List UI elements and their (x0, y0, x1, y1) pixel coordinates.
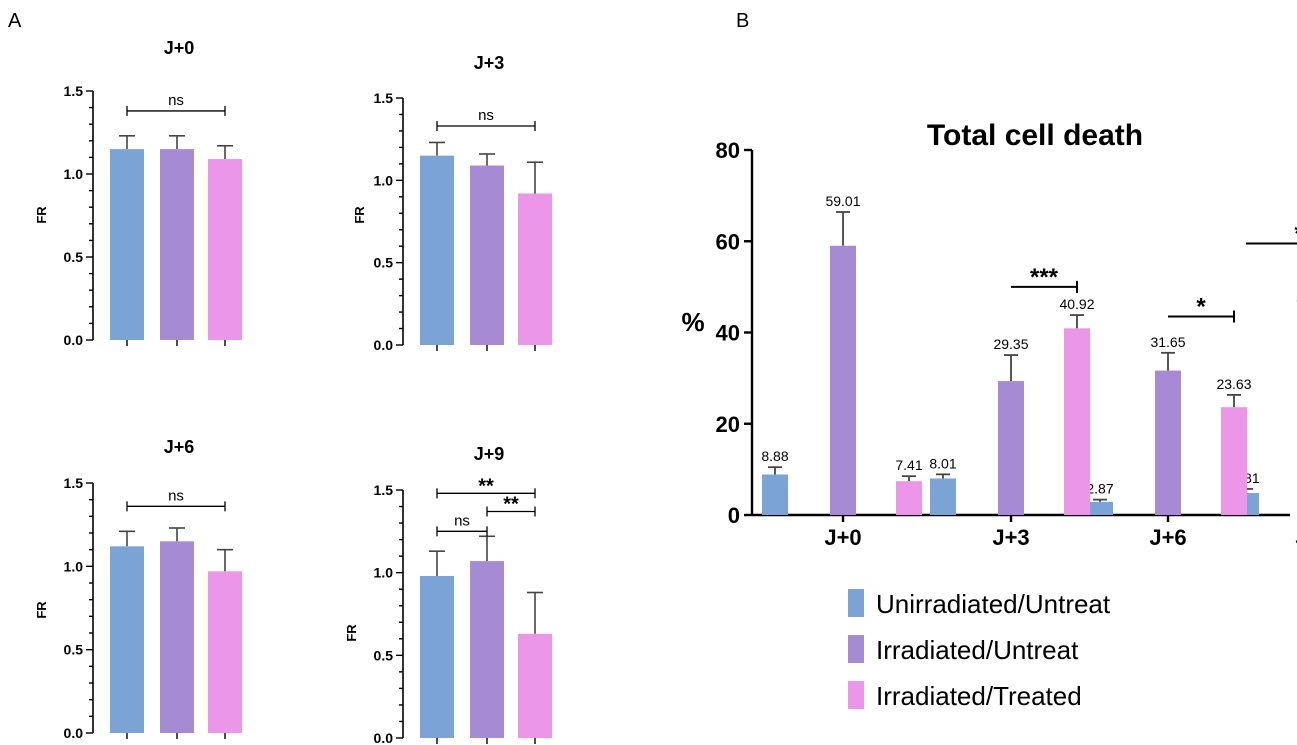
bar (998, 381, 1024, 515)
y-axis-label: FR (34, 206, 49, 224)
bar (830, 245, 856, 515)
y-tick-label: 0.5 (374, 255, 394, 271)
y-tick-label: 40 (716, 321, 740, 346)
bar (762, 474, 788, 515)
y-tick-label: 0.5 (374, 647, 394, 663)
y-tick-label: 0.5 (64, 249, 84, 265)
bar (1087, 501, 1113, 515)
y-tick-label: 1.0 (64, 166, 84, 182)
significance-label: *** (1030, 264, 1059, 291)
chart-j3: J+3 FR 0.0 0.5 1.0 1.5 ns (352, 53, 552, 353)
significance-label: ns (168, 92, 184, 109)
legend-swatch (848, 589, 864, 617)
data-label: 8.88 (761, 448, 788, 464)
legend: Unirradiated/Untreat Irradiated/Untreat Ir… (848, 589, 1111, 711)
y-tick-label: 1.5 (374, 90, 394, 106)
bar (518, 193, 552, 345)
significance-label: ns (478, 107, 494, 124)
y-tick-label: 1.0 (374, 565, 394, 581)
y-tick-label: 0.0 (64, 332, 84, 348)
y-tick-label: 0.0 (64, 725, 84, 741)
legend-swatch (848, 635, 864, 663)
legend-swatch (848, 681, 864, 709)
legend-label: Unirradiated/Untreat (876, 589, 1111, 619)
chart-j6: J+6 FR 0.0 0.5 1.0 1.5 ns (34, 437, 242, 741)
significance-label: ** (478, 475, 494, 497)
significance-label: ns (168, 487, 184, 504)
y-tick-label: 1.5 (64, 83, 84, 99)
data-label: 31.65 (1150, 334, 1185, 350)
bar (420, 575, 454, 738)
data-label: 23.63 (1216, 376, 1251, 392)
x-tick-label: J+6 (1149, 525, 1186, 550)
y-tick-label: 1.5 (64, 475, 84, 491)
y-tick-label: 60 (716, 229, 740, 254)
bar (1064, 328, 1090, 515)
panel-label-a: A (8, 10, 22, 32)
y-axis-label: FR (34, 601, 49, 619)
bar (110, 149, 144, 340)
y-tick-label: 1.0 (64, 558, 84, 574)
bar (470, 561, 504, 738)
legend-label: Irradiated/Untreat (876, 635, 1079, 665)
y-tick-label: 1.0 (374, 172, 394, 188)
x-tick-label: J+3 (992, 525, 1029, 550)
x-tick-label: J+0 (824, 525, 861, 550)
data-label: 2.87 (1086, 481, 1113, 497)
chart-j0: J+0 FR 0.0 0.5 1.0 1.5 ns (34, 38, 242, 348)
bar (160, 541, 194, 733)
bar (160, 149, 194, 340)
bar (518, 633, 552, 738)
data-label: 8.01 (929, 455, 956, 471)
chart-title: Total cell death (927, 119, 1143, 152)
significance-label: * (1196, 294, 1206, 321)
bar (1221, 407, 1247, 515)
y-axis-label: FR (352, 206, 367, 224)
y-tick-label: 1.5 (374, 482, 394, 498)
bar (420, 155, 454, 345)
y-tick-label: 0 (728, 503, 740, 528)
significance-label: **** (1294, 221, 1297, 248)
y-axis-label: FR (344, 624, 359, 642)
data-label: 7.41 (895, 457, 922, 473)
y-tick-label: 0.5 (64, 642, 84, 658)
y-tick-label: 80 (716, 138, 740, 163)
bar (1155, 370, 1181, 515)
chart-title: J+0 (164, 38, 195, 58)
significance-label: ns (454, 512, 470, 529)
y-tick-label: 0.0 (374, 730, 394, 745)
y-tick-label: 0.0 (374, 337, 394, 353)
data-label: 59.01 (825, 193, 860, 209)
data-label: 40.92 (1059, 296, 1094, 312)
bar (470, 165, 504, 345)
y-tick-label: 20 (716, 412, 740, 437)
chart-j9: J+9 FR 0.0 0.5 1.0 1.5 ** ** ns (344, 444, 552, 745)
panel-label-b: B (736, 10, 749, 32)
x-tick-label: J+9 (1295, 525, 1297, 550)
chart-title: J+3 (474, 53, 505, 73)
chart-title: J+6 (164, 437, 195, 457)
chart-total-cell-death: Total cell death% 0 20 40 60 80 J+0 J+3 J+6 J+9 8.… (681, 119, 1297, 550)
legend-label: Irradiated/Treated (876, 681, 1082, 711)
bar (208, 571, 242, 733)
bar (896, 481, 922, 515)
bar (110, 546, 144, 733)
significance-label: ** (503, 493, 519, 515)
data-label: 29.35 (993, 336, 1028, 352)
bar (930, 478, 956, 515)
chart-title: J+9 (474, 444, 505, 464)
bar (208, 159, 242, 340)
y-axis-label: % (681, 307, 704, 337)
